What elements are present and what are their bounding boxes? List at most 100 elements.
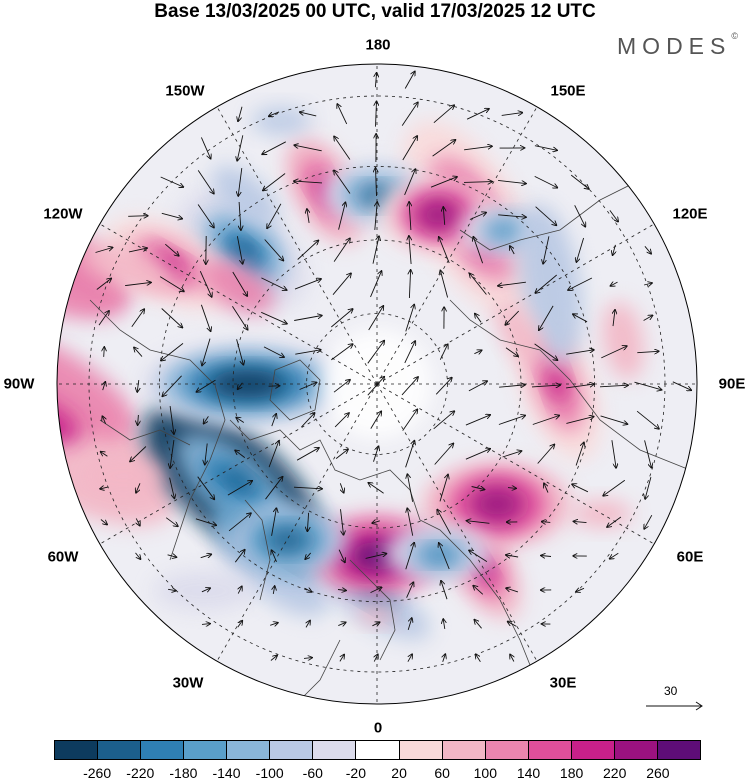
longitude-label: 120E: [672, 205, 708, 223]
wind-arrow: [136, 483, 141, 492]
wind-arrow: [409, 270, 410, 299]
wind-arrow: [465, 415, 490, 426]
wind-arrow: [465, 449, 490, 460]
wind-arrow: [476, 654, 481, 662]
map-title: Base 13/03/2025 00 UTC, valid 17/03/2025…: [154, 1, 596, 22]
wind-arrow: [168, 589, 176, 590]
wind-arrow: [469, 213, 486, 220]
wind-arrow: [430, 177, 457, 188]
wind-arrow: [236, 418, 245, 423]
wind-arrow: [340, 655, 344, 662]
wind-arrow: [169, 477, 175, 499]
wind-arrow: [228, 513, 251, 532]
wind-arrow: [441, 581, 448, 600]
wind-arrow: [376, 168, 377, 197]
wind-arrow: [644, 440, 652, 467]
wind-arrow: [165, 243, 178, 256]
wind-arrow: [405, 441, 415, 468]
wind-arrow: [542, 522, 551, 523]
colorbar-tick-label: 260: [646, 765, 670, 781]
wind-arrow: [534, 145, 557, 151]
colorbar-tick-label: 220: [603, 765, 627, 781]
wind-arrow: [613, 244, 616, 255]
colorbar-bin: [55, 741, 98, 759]
anomaly-region: [602, 301, 645, 381]
longitude-label: 30W: [172, 674, 204, 692]
wind-arrow: [170, 440, 175, 468]
wind-arrow: [340, 509, 344, 535]
wind-arrow: [407, 474, 414, 502]
colorbar-tick-label: -140: [212, 765, 241, 781]
anomaly-region: [211, 165, 279, 226]
wind-arrow: [505, 310, 520, 325]
meridian-line: [376, 223, 655, 385]
wind-arrow: [566, 417, 593, 424]
anomaly-region: [423, 547, 456, 563]
wind-arrow: [471, 487, 485, 490]
wind-arrow: [599, 385, 628, 387]
coastline: [89, 299, 226, 561]
wind-arrow: [197, 204, 214, 228]
wind-arrow: [443, 207, 444, 225]
colorbar-bin: [183, 741, 227, 759]
wind-arrow: [201, 624, 210, 625]
colorbar-bin: [269, 741, 313, 759]
wind-arrow: [374, 654, 378, 662]
wind-arrow: [134, 347, 143, 357]
coastline: [244, 499, 271, 601]
anomaly-region: [57, 195, 131, 320]
anomaly-region: [481, 216, 530, 245]
wind-arrow: [572, 484, 589, 493]
wind-arrow: [338, 549, 345, 563]
colorbar-tick-label: 100: [473, 765, 497, 781]
wind-arrow: [466, 109, 489, 120]
colorbar-tick-label: 60: [434, 765, 450, 781]
coastline: [99, 419, 191, 446]
anomaly-region: [251, 106, 312, 135]
wind-arrow: [234, 550, 244, 563]
wind-arrow: [368, 306, 384, 331]
wind-arrow: [404, 341, 415, 364]
colorbar-bin: [140, 741, 184, 759]
wind-arrow: [535, 206, 557, 226]
colorbar-tick-label: -100: [255, 765, 284, 781]
wind-arrow: [576, 588, 585, 591]
wind-arrow: [299, 383, 317, 390]
colorbar-bin: [441, 741, 485, 759]
wind-arrow: [643, 316, 653, 321]
wind-arrow: [205, 443, 207, 465]
wind-arrow: [475, 314, 482, 323]
wind-scale-arrow-icon: [646, 701, 703, 711]
map-border: [56, 63, 698, 705]
wind-arrow: [508, 622, 517, 627]
wind-arrow: [227, 481, 252, 496]
wind-arrow: [501, 113, 523, 116]
wind-arrow: [237, 135, 244, 160]
wind-arrow: [405, 543, 414, 570]
wind-arrow: [161, 212, 182, 218]
wind-arrow: [611, 440, 616, 468]
wind-arrow: [367, 341, 384, 364]
wind-arrow: [269, 111, 280, 116]
wind-arrow: [468, 381, 487, 392]
meridian-line: [216, 106, 378, 385]
wind-arrow: [135, 552, 141, 559]
wind-arrow: [365, 554, 387, 559]
anomaly-region: [57, 327, 137, 441]
wind-arrow: [433, 105, 454, 124]
wind-arrow: [574, 521, 587, 522]
wind-arrow: [610, 552, 619, 558]
wind-arrow: [261, 311, 287, 323]
wind-arrow: [375, 73, 376, 88]
colorbar-bin: [97, 741, 141, 759]
wind-arrow: [307, 512, 308, 531]
anomaly-region: [495, 301, 541, 365]
wind-arrow: [138, 414, 139, 425]
wind-arrow: [433, 411, 455, 430]
wind-arrow: [506, 588, 519, 593]
colorbar-tick-label: -180: [169, 765, 198, 781]
wind-arrow: [439, 344, 447, 360]
wind-arrow: [613, 310, 615, 327]
anomaly-field: [57, 64, 697, 704]
wind-arrow: [474, 350, 481, 353]
